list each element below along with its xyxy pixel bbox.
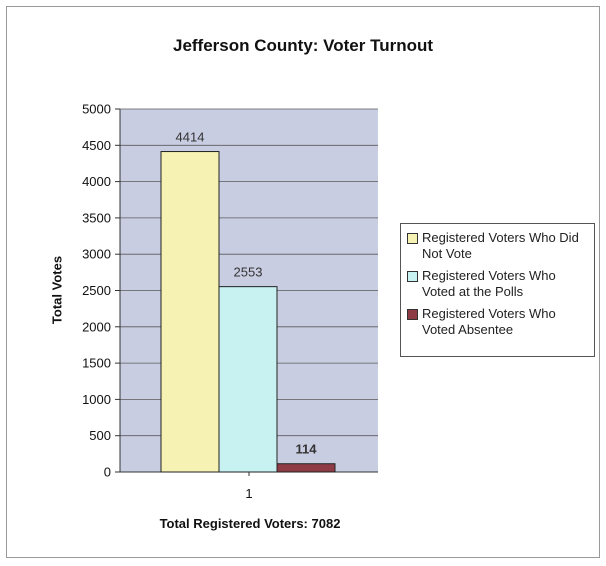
- bar: [276, 463, 336, 473]
- y-tick-label: 2500: [82, 283, 111, 298]
- legend-item: Registered Voters Who Voted Absentee: [405, 306, 590, 338]
- bar-data-label: 4414: [176, 130, 205, 145]
- legend-swatch: [407, 309, 418, 320]
- legend-swatch: [407, 233, 418, 244]
- legend: Registered Voters Who Did Not Vote Regis…: [400, 223, 595, 357]
- y-tick-label: 2000: [82, 319, 111, 334]
- y-tick-label: 1500: [82, 356, 111, 371]
- y-tick-label: 0: [104, 465, 111, 480]
- y-tick-label: 500: [89, 428, 111, 443]
- legend-label: Registered Voters Who Voted at the Polls: [422, 268, 556, 299]
- legend-swatch: [407, 271, 418, 282]
- y-tick-label: 4500: [82, 138, 111, 153]
- bar: [218, 286, 278, 473]
- legend-item: Registered Voters Who Did Not Vote: [405, 230, 590, 262]
- bar-data-label: 114: [296, 442, 318, 457]
- x-axis-title: Total Registered Voters: 7082: [159, 516, 341, 531]
- legend-label: Registered Voters Who Voted Absentee: [422, 306, 556, 337]
- y-tick-label: 1000: [82, 392, 111, 407]
- bar-data-label: 2553: [234, 265, 263, 280]
- y-tick-label: 3500: [82, 210, 111, 225]
- y-tick-label: 5000: [82, 102, 111, 117]
- y-axis-title: Total Votes: [49, 255, 65, 325]
- bar: [160, 151, 220, 473]
- chart-title: Jefferson County: Voter Turnout: [172, 36, 434, 55]
- x-tick-label: 1: [245, 486, 252, 501]
- y-tick-label: 4000: [82, 174, 111, 189]
- legend-label: Registered Voters Who Did Not Vote: [422, 230, 579, 261]
- legend-item: Registered Voters Who Voted at the Polls: [405, 268, 590, 300]
- y-tick-label: 3000: [82, 247, 111, 262]
